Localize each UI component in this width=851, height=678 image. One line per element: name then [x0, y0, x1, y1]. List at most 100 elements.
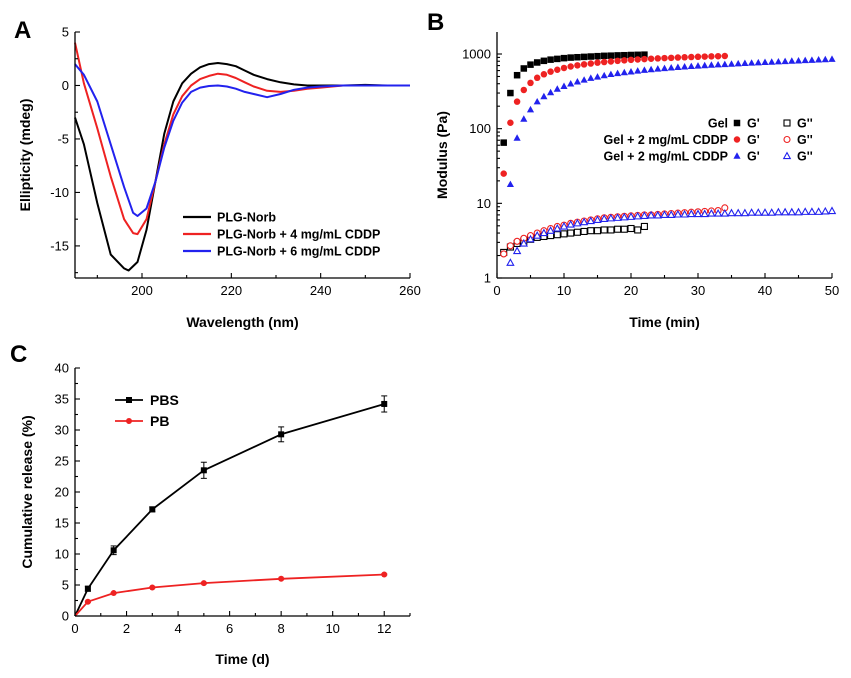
series-2 — [74, 571, 388, 617]
legend-label-1: PBS — [150, 392, 179, 408]
legend-gprime-label: G' — [747, 117, 760, 131]
data-point — [614, 225, 622, 233]
panel-letter-a: A — [14, 17, 31, 44]
data-point — [587, 227, 595, 235]
data-point — [149, 506, 156, 513]
data-point — [721, 52, 729, 60]
y-tick-label: 10 — [477, 196, 491, 211]
x-tick-label: 240 — [310, 283, 332, 298]
data-point — [567, 229, 575, 237]
data-point — [520, 86, 528, 94]
data-point — [560, 230, 568, 238]
data-point — [801, 56, 809, 64]
data-point — [573, 228, 581, 236]
data-point — [646, 210, 656, 219]
data-point — [599, 214, 609, 222]
x-tick-label: 10 — [557, 283, 571, 298]
x-tick-label: 4 — [174, 621, 181, 636]
data-point — [607, 52, 615, 59]
y-tick-label: 30 — [55, 423, 69, 438]
x-tick-label: 50 — [825, 283, 839, 298]
data-point — [560, 64, 568, 72]
data-point — [580, 61, 588, 68]
data-point — [808, 56, 816, 63]
data-point — [500, 250, 508, 258]
data-point — [760, 208, 770, 216]
data-point — [661, 54, 668, 62]
data-point — [554, 55, 561, 63]
data-point — [527, 79, 534, 87]
data-point — [593, 227, 602, 235]
series-line-3 — [74, 63, 410, 217]
data-point — [780, 207, 790, 216]
data-point — [566, 219, 575, 228]
data-point — [721, 60, 729, 68]
panel-letter-c: C — [10, 341, 27, 368]
data-point — [574, 62, 581, 69]
data-point — [634, 51, 641, 59]
legend-gdoubleprime-label: G'' — [797, 133, 813, 147]
data-point — [547, 88, 555, 96]
legend-label-2: PLG-Norb + 4 mg/mL CDDP — [217, 228, 380, 242]
data-point — [673, 209, 683, 218]
data-point — [540, 57, 548, 65]
legend-gdoubleprime-label: G'' — [797, 117, 813, 131]
y-tick-label: -5 — [57, 131, 69, 146]
data-point — [567, 80, 575, 87]
data-point — [513, 71, 521, 79]
data-point — [587, 60, 595, 67]
panel-a: A -15 -10 -5 0 5 200 220 240 260 Wavelength (nm) El… — [14, 17, 421, 330]
data-point — [84, 585, 91, 592]
data-point — [620, 68, 628, 76]
data-point — [720, 208, 730, 217]
data-point — [694, 53, 702, 61]
series-6 — [506, 206, 837, 266]
data-point — [687, 209, 696, 218]
data-point — [600, 58, 608, 66]
data-point — [788, 57, 796, 64]
data-point — [580, 227, 588, 236]
series-1 — [74, 395, 388, 617]
data-point — [607, 58, 615, 65]
data-point — [674, 54, 682, 61]
data-point — [713, 208, 723, 217]
data-point — [653, 210, 663, 219]
y-tick-label: 35 — [55, 392, 69, 407]
y-tick-label: 10 — [55, 547, 69, 562]
series-3 — [500, 52, 729, 177]
data-point — [519, 238, 529, 247]
series-line-1 — [74, 62, 410, 272]
legend-marker-gprime — [733, 136, 741, 143]
x-axis-title: Wavelength (nm) — [186, 314, 298, 330]
data-point — [526, 234, 535, 243]
data-point — [553, 231, 561, 239]
data-point — [110, 590, 117, 597]
data-point — [633, 211, 642, 220]
data-point — [84, 598, 91, 605]
data-point — [687, 62, 695, 70]
data-point — [607, 226, 615, 234]
data-point — [567, 63, 574, 70]
data-point — [667, 64, 675, 71]
x-tick-label: 12 — [377, 621, 391, 636]
legend-gdoubleprime-label: G'' — [797, 150, 813, 164]
y-tick-label: 0 — [62, 609, 69, 624]
data-point — [821, 206, 830, 215]
legend-marker-1 — [126, 397, 132, 403]
data-point — [110, 547, 117, 554]
series-line — [74, 403, 385, 617]
data-point — [693, 209, 703, 218]
data-point — [640, 222, 648, 231]
data-point — [680, 209, 689, 218]
data-point — [614, 69, 622, 77]
y-axis-title: Modulus (Pa) — [434, 111, 450, 199]
data-point — [200, 467, 207, 474]
data-point — [660, 210, 669, 219]
data-point — [627, 56, 635, 64]
data-point — [747, 208, 756, 216]
data-point — [774, 207, 783, 216]
x-tick-label: 30 — [691, 283, 705, 298]
legend-marker-gdoubleprime — [782, 151, 792, 160]
data-point — [600, 52, 608, 60]
legend-label-1: PLG-Norb — [217, 211, 276, 225]
